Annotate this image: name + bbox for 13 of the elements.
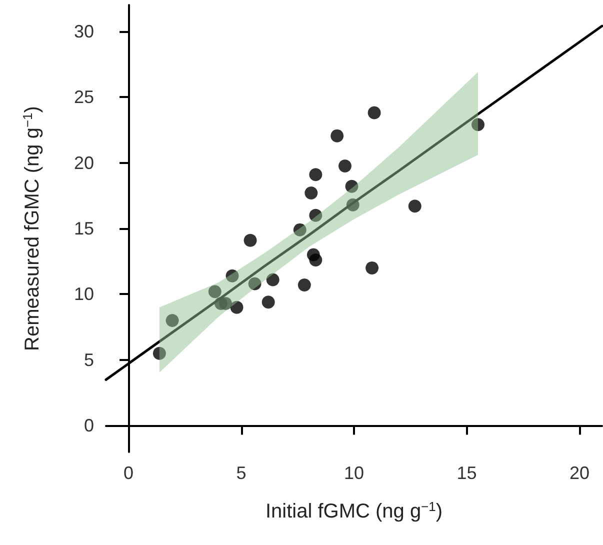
y-axis-title: Remeasured fGMC (ng g−1)	[20, 106, 44, 351]
x-tick-label: 15	[456, 463, 477, 483]
x-tick-label: 0	[124, 463, 134, 483]
x-tick-label: 5	[236, 463, 246, 483]
x-tick-label: 10	[344, 463, 364, 483]
y-tick-label: 0	[84, 416, 94, 436]
y-tick-label: 20	[74, 152, 94, 173]
y-tick-label: 25	[74, 87, 94, 108]
x-tick-label: 20	[569, 463, 590, 483]
y-tick-label: 15	[74, 218, 94, 238]
y-tick-label: 5	[84, 350, 94, 370]
y-tick-label: 10	[74, 284, 94, 304]
y-tick-label: 30	[74, 21, 94, 42]
